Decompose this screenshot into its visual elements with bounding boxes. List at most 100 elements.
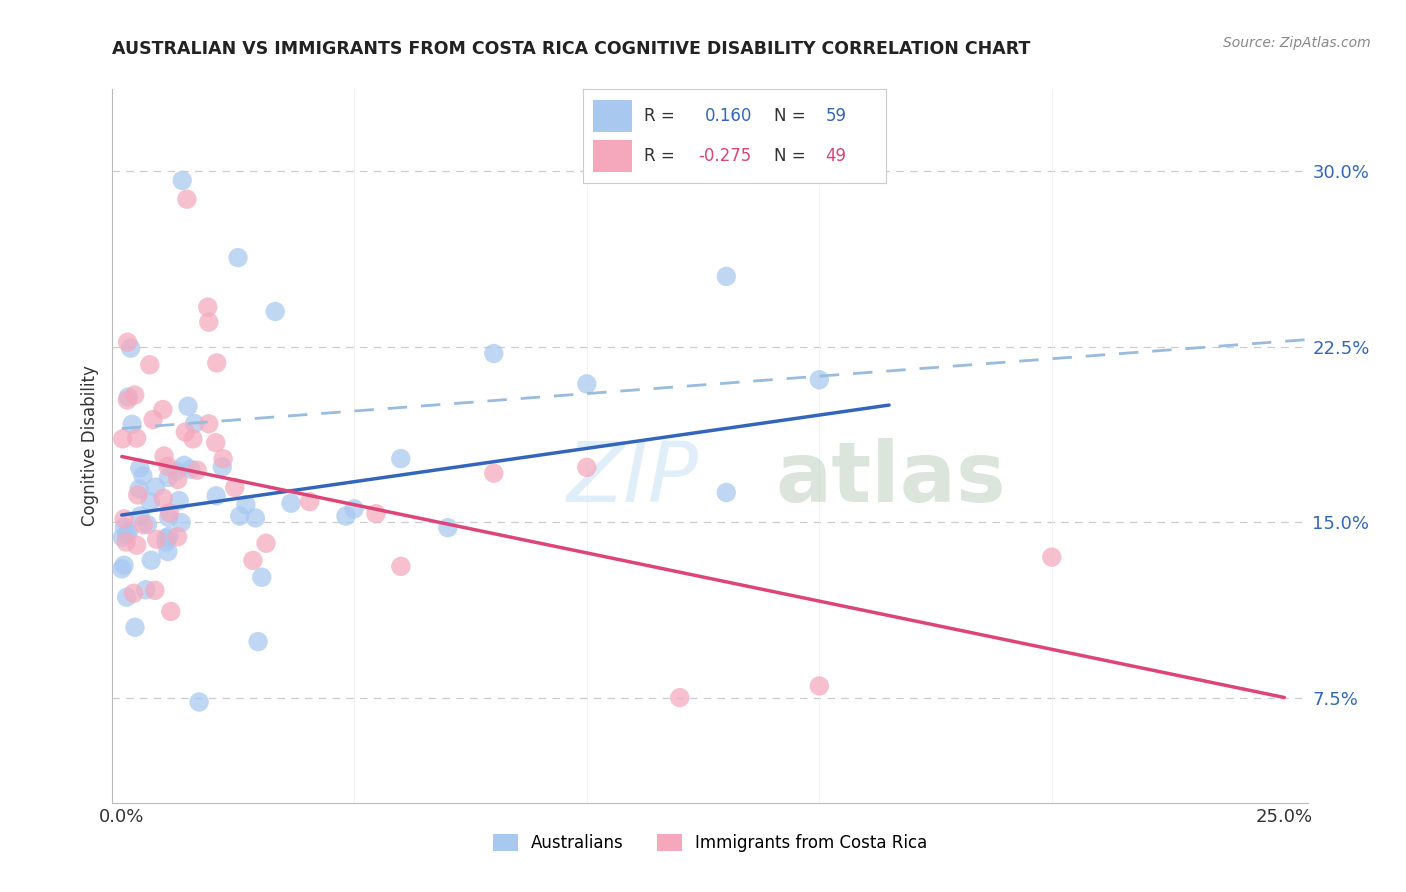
Point: [205, 356, 228, 370]
Point: [112, 520, 135, 534]
Text: R =: R =: [644, 146, 681, 165]
Point: [111, 530, 134, 544]
Legend: Australians, Immigrants from Costa Rica: Australians, Immigrants from Costa Rica: [486, 827, 934, 859]
Point: [136, 517, 159, 532]
Point: [152, 491, 174, 506]
Point: [135, 582, 157, 597]
Point: [157, 470, 180, 484]
Point: [132, 517, 155, 532]
Point: [212, 451, 235, 466]
Point: [437, 521, 460, 535]
Bar: [592, 140, 631, 171]
Point: [145, 480, 167, 494]
Text: 59: 59: [825, 107, 846, 126]
Point: [389, 559, 412, 574]
Point: [254, 536, 277, 550]
Point: [298, 494, 321, 508]
Point: [250, 570, 273, 584]
Point: [155, 535, 177, 549]
Point: [115, 591, 138, 605]
Point: [125, 431, 148, 445]
Point: [482, 466, 505, 480]
Point: [364, 507, 387, 521]
Point: [235, 498, 257, 512]
Point: [335, 509, 357, 524]
Point: [157, 529, 180, 543]
Point: [198, 315, 221, 329]
Point: [205, 489, 228, 503]
Point: [167, 493, 190, 508]
Point: [170, 516, 193, 530]
Point: [1040, 550, 1063, 565]
Point: [808, 373, 831, 387]
Point: [128, 482, 150, 496]
Text: N =: N =: [773, 107, 811, 126]
Point: [124, 620, 146, 634]
Point: [343, 501, 366, 516]
Point: [143, 583, 166, 598]
Text: ZIP: ZIP: [567, 438, 699, 518]
Point: [157, 510, 180, 524]
Point: [166, 472, 188, 486]
Point: [211, 459, 233, 474]
Point: [159, 506, 181, 520]
Point: [173, 458, 195, 473]
Point: [188, 695, 211, 709]
Text: N =: N =: [773, 146, 811, 165]
Point: [177, 399, 200, 413]
Point: [115, 527, 138, 541]
Point: [120, 341, 142, 355]
Point: [129, 509, 152, 524]
Point: [716, 269, 738, 284]
Point: [159, 604, 181, 618]
Point: [155, 531, 177, 545]
Point: [197, 300, 219, 314]
Point: [174, 425, 197, 439]
Point: [186, 463, 208, 477]
Point: [139, 495, 162, 509]
Point: [115, 535, 138, 549]
Text: -0.275: -0.275: [699, 146, 752, 165]
Y-axis label: Cognitive Disability: Cognitive Disability: [80, 366, 98, 526]
Point: [127, 488, 149, 502]
Point: [172, 173, 194, 187]
Point: [165, 464, 187, 478]
Point: [716, 485, 738, 500]
Point: [242, 553, 264, 567]
Point: [224, 480, 246, 494]
Point: [180, 462, 202, 476]
Point: [124, 388, 146, 402]
Point: [112, 512, 135, 526]
Point: [117, 392, 139, 407]
Point: [575, 376, 598, 391]
Point: [181, 432, 204, 446]
Point: [156, 459, 179, 474]
Point: [183, 417, 205, 431]
Point: [142, 412, 165, 426]
Point: [245, 511, 267, 525]
Bar: [592, 101, 631, 132]
Text: AUSTRALIAN VS IMMIGRANTS FROM COSTA RICA COGNITIVE DISABILITY CORRELATION CHART: AUSTRALIAN VS IMMIGRANTS FROM COSTA RICA…: [112, 40, 1031, 58]
Point: [156, 544, 179, 558]
Point: [280, 496, 302, 510]
Point: [228, 509, 250, 524]
Point: [117, 524, 139, 539]
Point: [264, 304, 287, 318]
Point: [139, 553, 162, 567]
Point: [176, 192, 198, 206]
Text: Source: ZipAtlas.com: Source: ZipAtlas.com: [1223, 36, 1371, 50]
Point: [153, 449, 176, 463]
Point: [111, 562, 134, 576]
Point: [121, 417, 143, 432]
Text: R =: R =: [644, 107, 681, 126]
Text: atlas: atlas: [776, 438, 1007, 518]
Text: 49: 49: [825, 146, 846, 165]
Point: [166, 530, 188, 544]
Point: [226, 251, 249, 265]
Point: [122, 586, 145, 600]
Point: [669, 690, 692, 705]
Text: 0.160: 0.160: [704, 107, 752, 126]
Point: [482, 346, 505, 360]
Point: [128, 461, 150, 475]
Point: [247, 634, 270, 648]
